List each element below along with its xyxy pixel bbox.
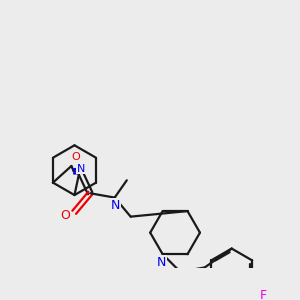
Text: O: O [71, 152, 80, 162]
Text: N: N [157, 256, 167, 269]
Text: N: N [111, 199, 120, 212]
Text: N: N [77, 164, 85, 174]
Text: O: O [60, 209, 70, 222]
Text: F: F [260, 289, 267, 300]
